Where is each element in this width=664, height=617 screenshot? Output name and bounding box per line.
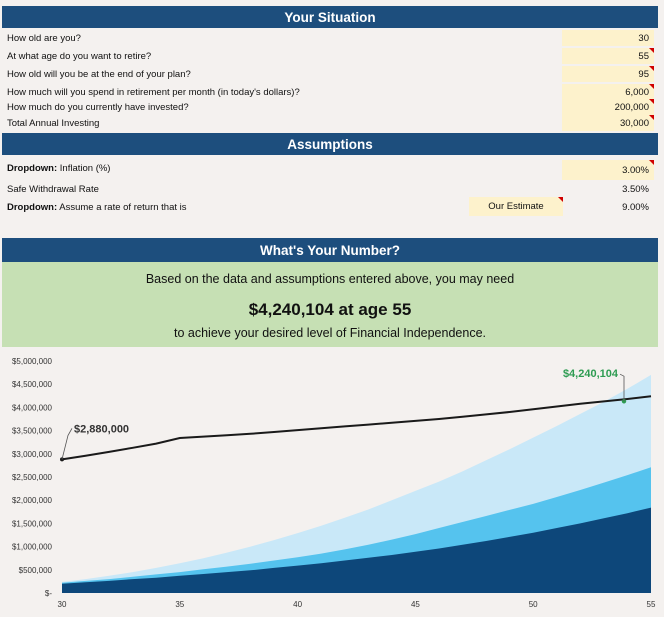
y-tick-label: $5,000,000: [12, 357, 53, 366]
withdrawal-rate-label: Safe Withdrawal Rate: [7, 184, 99, 195]
x-tick-label: 50: [529, 600, 538, 609]
end-age-label: How old will you be at the end of your p…: [7, 69, 191, 80]
row-invested: How much do you currently have invested?…: [0, 99, 660, 115]
row-return-rate: Dropdown: Assume a rate of return that i…: [0, 199, 660, 215]
row-annual-investing: Total Annual Investing $ 30,000: [0, 115, 660, 131]
row-inflation: Dropdown: Inflation (%) 3.00%: [0, 160, 660, 180]
x-tick-label: 55: [647, 600, 656, 609]
dropdown-prefix: Dropdown:: [7, 202, 58, 213]
end-age-value: 95: [638, 69, 649, 80]
y-tick-label: $4,500,000: [12, 380, 53, 389]
y-tick-label: $-: [45, 589, 52, 598]
area-series: [62, 374, 651, 593]
row-monthly-spend: How much will you spend in retirement pe…: [0, 84, 660, 100]
y-tick-label: $3,000,000: [12, 450, 53, 459]
y-tick-label: $2,500,000: [12, 473, 53, 482]
end-age-input[interactable]: 95: [562, 66, 654, 82]
start-value-label: $2,880,000: [74, 423, 129, 435]
comment-indicator-icon: [649, 160, 654, 165]
y-tick-label: $500,000: [19, 566, 53, 575]
monthly-spend-label: How much will you spend in retirement pe…: [7, 87, 300, 98]
y-axis: $- $500,000 $1,000,000 $1,500,000 $2,000,000…: [12, 357, 53, 598]
target-series: [61, 395, 652, 461]
invested-input[interactable]: 200,000: [562, 99, 654, 115]
x-tick-label: 30: [58, 600, 67, 609]
withdrawal-rate-value: 3.50%: [622, 184, 649, 195]
comment-indicator-icon: [558, 197, 563, 202]
annual-investing-input[interactable]: 30,000: [562, 115, 654, 131]
annual-investing-label: Total Annual Investing: [7, 118, 100, 129]
y-tick-label: $2,000,000: [12, 496, 53, 505]
target-line: [61, 395, 652, 461]
comment-indicator-icon: [649, 66, 654, 71]
comment-indicator-icon: [649, 115, 654, 120]
return-rate-option: Our Estimate: [488, 201, 544, 212]
inflation-value: 3.00%: [622, 165, 649, 176]
y-tick-label: $1,500,000: [12, 519, 53, 528]
row-end-age: How old will you be at the end of your p…: [0, 66, 660, 82]
y-tick-label: $3,500,000: [12, 427, 53, 436]
dropdown-prefix: Dropdown:: [7, 163, 58, 174]
current-age-input[interactable]: 30: [562, 30, 654, 46]
invested-value: 200,000: [614, 102, 649, 113]
current-age-label: How old are you?: [7, 33, 81, 44]
row-retire-age: At what age do you want to retire? 55: [0, 48, 660, 64]
monthly-spend-value: 6,000: [625, 87, 649, 98]
current-age-value: 30: [638, 33, 649, 44]
y-tick-label: $4,000,000: [12, 403, 53, 412]
x-tick-label: 45: [411, 600, 420, 609]
result-amount: $4,240,104 at age 55: [248, 300, 412, 319]
x-tick-label: 35: [175, 600, 184, 609]
whats-your-number-header: What's Your Number?: [2, 238, 658, 262]
return-rate-dropdown[interactable]: Our Estimate: [469, 197, 563, 216]
your-situation-header: Your Situation: [2, 6, 658, 28]
row-withdrawal-rate: Safe Withdrawal Rate 3.50%: [0, 181, 660, 197]
return-rate-label-text: Assume a rate of return that is: [57, 202, 187, 213]
area-lower: [62, 507, 651, 593]
return-rate-value: 9.00%: [622, 202, 649, 213]
retire-age-label: At what age do you want to retire?: [7, 51, 152, 62]
target-leader-line: [619, 373, 625, 402]
invested-label: How much do you currently have invested?: [7, 102, 189, 113]
row-current-age: How old are you? 30: [0, 30, 660, 46]
inflation-label: Dropdown: Inflation (%): [7, 163, 110, 174]
return-rate-label: Dropdown: Assume a rate of return that i…: [7, 202, 187, 213]
retire-age-input[interactable]: 55: [562, 48, 654, 64]
comment-indicator-icon: [649, 48, 654, 53]
target-value-label: $4,240,104: [563, 368, 619, 380]
inflation-dropdown[interactable]: 3.00%: [562, 160, 654, 180]
retire-age-value: 55: [638, 51, 649, 62]
projection-chart: $- $500,000 $1,000,000 $1,500,000 $2,000,000…: [12, 357, 656, 609]
comment-indicator-icon: [649, 84, 654, 89]
inflation-label-text: Inflation (%): [57, 163, 111, 174]
x-axis: 30 35 40 45 50 55: [58, 600, 656, 609]
result-panel: Based on the data and assumptions entere…: [2, 262, 658, 347]
x-tick-label: 40: [293, 600, 302, 609]
withdrawal-rate-cell: 3.50%: [562, 181, 654, 197]
y-tick-label: $1,000,000: [12, 543, 53, 552]
start-leader-line: [61, 428, 73, 460]
annual-investing-value: 30,000: [619, 118, 649, 129]
comment-indicator-icon: [649, 99, 654, 104]
assumptions-header: Assumptions: [2, 133, 658, 155]
return-rate-cell: 9.00%: [562, 199, 654, 215]
result-outro-text: to achieve your desired level of Financi…: [173, 326, 486, 340]
monthly-spend-input[interactable]: 6,000: [562, 84, 654, 100]
chart-annotations: $2,880,000 $4,240,104: [60, 368, 627, 462]
result-intro-text: Based on the data and assumptions entere…: [145, 272, 515, 286]
